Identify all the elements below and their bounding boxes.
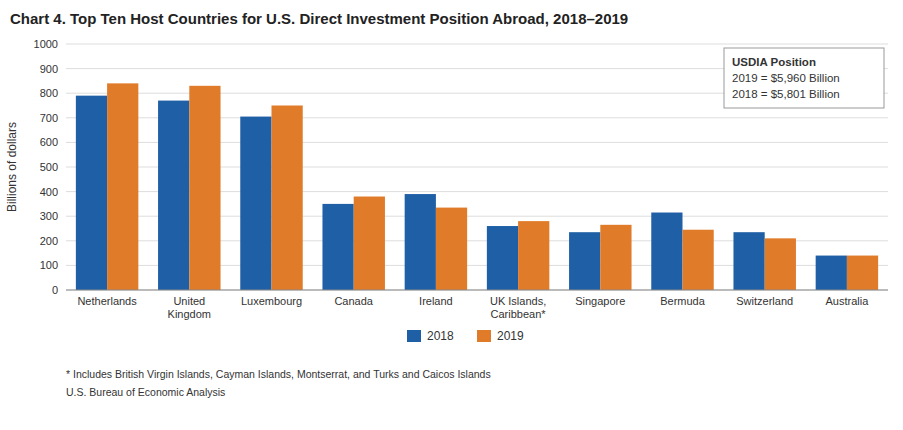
title: Chart 4. Top Ten Host Countries for U.S.… [10,10,628,27]
bar [518,221,549,290]
annotation: USDIA Position 2019 = $5,960 Billion 2018 … [724,48,884,108]
bar [683,230,714,290]
bar [487,226,518,290]
legend-swatch [407,330,421,342]
x-tick-label: Singapore [575,295,625,307]
x-tick-label: UnitedKingdom [168,295,211,320]
y-tick-label: 700 [40,112,58,124]
bar [847,256,878,290]
x-tick-label: Switzerland [736,295,793,307]
legend: 2018 2019 [407,329,524,343]
grid [66,44,888,290]
annotation-text: 2018 = $5,801 Billion [732,88,840,100]
bar [240,117,271,290]
bar [322,204,353,290]
annotation-text: 2019 = $5,960 Billion [732,72,840,84]
bar [272,106,303,291]
y-tick-label: 1000 [34,38,58,50]
bar [816,256,847,290]
bar [107,83,138,290]
x-axis-line [66,290,888,291]
y-tick-label: 500 [40,161,58,173]
y-tick-label: 400 [40,186,58,198]
bar [569,232,600,290]
chart-svg: Chart 4. Top Ten Host Countries for U.S.… [0,0,903,430]
grid-line [66,44,888,45]
y-tick-label: 900 [40,63,58,75]
y-tick-label: 800 [40,87,58,99]
x-tick-label: Bermuda [660,295,706,307]
bar [76,96,107,290]
footnote: * Includes British Virgin Islands, Cayma… [66,368,491,380]
annotation-text: USDIA Position [732,56,816,68]
y-axis-label: Billions of dollars [5,122,19,212]
grid-line [66,290,888,291]
y-tick-label: 300 [40,210,58,222]
x-tick-label: Canada [334,295,373,307]
bar [405,194,436,290]
footnote: U.S. Bureau of Economic Analysis [66,386,225,398]
bar [651,213,682,290]
x-tick-label: UK Islands,Caribbean* [490,295,546,320]
x-tick-label: Netherlands [77,295,137,307]
bar [733,232,764,290]
bar [158,101,189,290]
y-tick-label: 100 [40,259,58,271]
bar [600,225,631,290]
y-tick-label: 600 [40,136,58,148]
legend-swatch [477,330,491,342]
y-tick-label: 200 [40,235,58,247]
bar [354,197,385,290]
legend-label: 2019 [497,329,524,343]
bar [189,86,220,290]
bar [765,238,796,290]
x-tick-label: Luxembourg [241,295,302,307]
bar [436,208,467,290]
x-tick-label: Ireland [419,295,453,307]
x-tick-label: Australia [826,295,870,307]
annotation-box [724,48,884,108]
legend-label: 2018 [427,329,454,343]
chart-container: Chart 4. Top Ten Host Countries for U.S.… [0,0,903,430]
bars [76,83,878,290]
y-tick-label: 0 [52,284,58,296]
